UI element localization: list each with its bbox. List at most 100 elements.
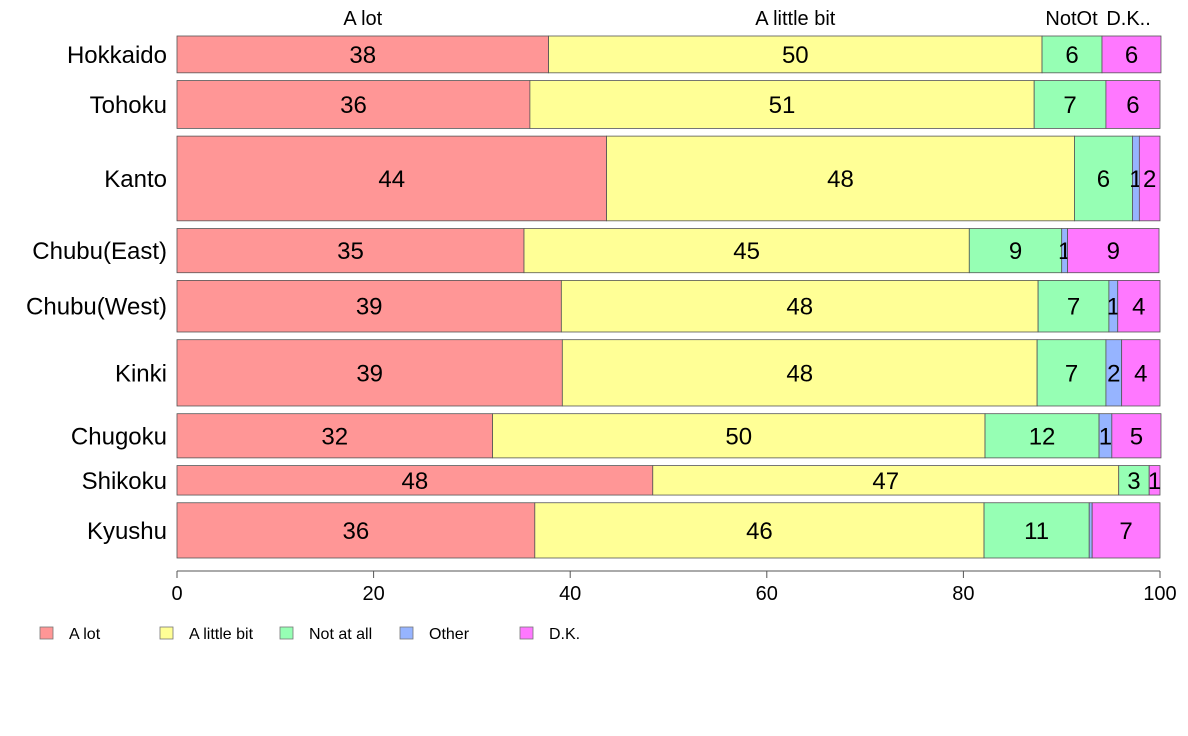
segment-value-label: 7 xyxy=(1067,294,1080,321)
segment-value-label: 48 xyxy=(402,468,429,495)
segment-value-label: 46 xyxy=(746,518,773,545)
segment-value-label: 2 xyxy=(1143,166,1156,193)
segment-value-label: 32 xyxy=(321,423,348,450)
bar-segment xyxy=(176,280,562,333)
bar-segment xyxy=(1105,80,1161,129)
x-tick-label: 0 xyxy=(171,583,182,605)
bar-segment xyxy=(652,465,1120,496)
segment-value-label: 6 xyxy=(1065,42,1078,69)
x-tick-label: 80 xyxy=(952,583,974,605)
bar-segment xyxy=(1148,465,1161,496)
legend-swatch xyxy=(39,626,54,640)
segment-value-label: 47 xyxy=(872,468,899,495)
legend-swatch xyxy=(519,626,534,640)
bar-segment xyxy=(1088,502,1093,559)
region-label: Kinki xyxy=(115,360,167,387)
legend-item: Other xyxy=(399,626,470,643)
legend-swatch xyxy=(159,626,174,640)
segment-value-label: 39 xyxy=(356,294,383,321)
bar-segment xyxy=(176,465,654,496)
bar-segment xyxy=(1101,35,1162,74)
segment-value-label: 3 xyxy=(1127,468,1140,495)
segment-value-label: 48 xyxy=(786,360,813,387)
legend-item: Not at all xyxy=(279,626,372,643)
bar-segment xyxy=(1121,339,1161,407)
bar-segment xyxy=(176,502,536,559)
x-tick-label: 40 xyxy=(559,583,581,605)
segment-value-label: 1 xyxy=(1099,423,1112,450)
bar-segment xyxy=(523,228,970,274)
segment-value-label: 6 xyxy=(1126,92,1139,119)
top-category-label: A lot xyxy=(343,8,382,30)
segment-value-label: 9 xyxy=(1009,238,1022,265)
segment-value-label: 7 xyxy=(1063,92,1076,119)
legend-item: A little bit xyxy=(159,626,254,643)
bar-segment xyxy=(1036,339,1107,407)
bar-segment xyxy=(984,413,1100,459)
bar-segment xyxy=(1117,280,1161,333)
bar-row: 39 48 7 2 4 xyxy=(176,339,1161,407)
bar-segment xyxy=(529,80,1035,129)
bar-row: 36 46 11 7 xyxy=(176,502,1161,559)
segment-value-label: 12 xyxy=(1029,423,1056,450)
legend-item: A lot xyxy=(39,626,101,643)
bar-segment xyxy=(548,35,1043,74)
bar-segment xyxy=(1138,135,1161,222)
legend-label: A lot xyxy=(69,626,101,643)
bar-segment xyxy=(176,339,563,407)
bar-segment xyxy=(1118,465,1150,496)
region-label: Chubu(West) xyxy=(26,294,167,321)
bar-row: 38 50 6 6 xyxy=(176,35,1162,74)
segment-value-label: 36 xyxy=(343,518,370,545)
segment-value-label: 51 xyxy=(769,92,796,119)
bar-segment xyxy=(176,35,549,74)
segment-value-label: 9 xyxy=(1107,238,1120,265)
bar-segment xyxy=(1067,228,1160,274)
segment-value-label: 45 xyxy=(733,238,760,265)
segment-value-label: 50 xyxy=(782,42,809,69)
region-labels: Hokkaido Tohoku Kanto Chubu(East) Chubu(West… xyxy=(26,42,167,545)
segment-value-label: 1 xyxy=(1148,468,1161,495)
segment-value-label: 1 xyxy=(1107,294,1120,321)
bar-segment xyxy=(1037,280,1110,333)
legend-swatch xyxy=(279,626,294,640)
bar-segment xyxy=(1041,35,1103,74)
legend-label: Other xyxy=(429,626,470,643)
segment-value-label: 38 xyxy=(349,42,376,69)
bar-segment xyxy=(176,80,531,129)
segment-value-label: 7 xyxy=(1119,518,1132,545)
segment-value-label: 7 xyxy=(1065,360,1078,387)
bar-row: 32 50 12 1 5 xyxy=(176,413,1162,459)
bar-segment xyxy=(1091,502,1161,559)
bar-segment xyxy=(606,135,1075,222)
x-tick-label: 60 xyxy=(756,583,778,605)
legend-label: A little bit xyxy=(189,626,254,643)
segment-value-label: 5 xyxy=(1130,423,1143,450)
segment-value-label: 39 xyxy=(356,360,383,387)
region-label: Kanto xyxy=(104,166,167,193)
bar-row: 48 47 3 1 xyxy=(176,465,1161,496)
bar-segment xyxy=(968,228,1063,274)
top-category-labels: A lot A little bit NotOt D.K.. xyxy=(343,8,1150,30)
segment-value-label: 35 xyxy=(337,238,364,265)
segment-value-label: 48 xyxy=(827,166,854,193)
top-category-label: A little bit xyxy=(755,8,835,30)
segment-value-label: 11 xyxy=(1024,518,1049,545)
bar-row: 44 48 6 1 2 xyxy=(176,135,1161,222)
region-label: Kyushu xyxy=(87,518,167,545)
region-label: Shikoku xyxy=(82,468,167,495)
legend-swatch xyxy=(399,626,414,640)
region-label: Chubu(East) xyxy=(32,238,167,265)
bar-segment xyxy=(560,280,1039,333)
x-axis: 0 20 40 60 80 100 xyxy=(171,570,1177,605)
bars: 38 50 6 636 51 7 644 48 6 1 235 45 9 1 939 48 7 1 439 48 7 2 4… xyxy=(176,35,1162,559)
x-tick-label: 100 xyxy=(1143,583,1176,605)
legend: A lot A little bit Not at all Other D.K. xyxy=(39,626,580,643)
legend-item: D.K. xyxy=(519,626,580,643)
x-tick-label: 20 xyxy=(362,583,384,605)
bar-segment xyxy=(176,228,525,274)
segment-value-label: 4 xyxy=(1134,360,1147,387)
segment-value-label: 44 xyxy=(378,166,405,193)
legend-label: Not at all xyxy=(309,626,372,643)
